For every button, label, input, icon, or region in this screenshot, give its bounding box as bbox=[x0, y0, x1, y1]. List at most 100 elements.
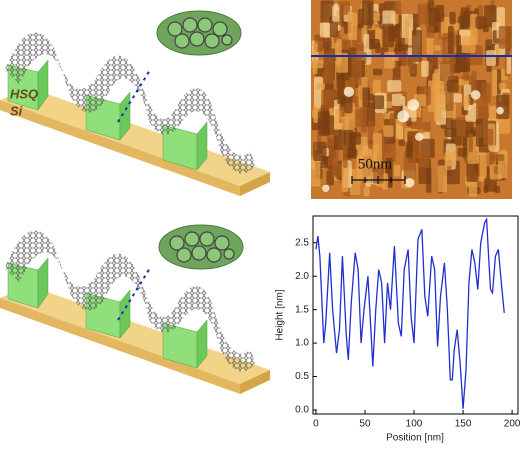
afm-texture bbox=[490, 154, 505, 162]
afm-image bbox=[311, 0, 512, 199]
si-label: Si bbox=[10, 103, 23, 118]
afm-texture bbox=[347, 11, 354, 37]
afm-texture bbox=[331, 163, 344, 178]
afm-texture bbox=[362, 87, 371, 108]
inset-bottom bbox=[158, 224, 244, 270]
afm-texture bbox=[319, 22, 331, 38]
afm-texture bbox=[496, 106, 504, 115]
afm-texture bbox=[382, 10, 396, 26]
afm-texture bbox=[322, 184, 330, 193]
afm-texture bbox=[342, 39, 351, 49]
afm-texture bbox=[358, 8, 364, 29]
afm-texture bbox=[397, 110, 410, 123]
data-line bbox=[315, 217, 505, 409]
afm-texture bbox=[486, 50, 496, 66]
afm-texture bbox=[492, 69, 498, 96]
afm-texture bbox=[434, 44, 441, 52]
afm-texture bbox=[441, 17, 450, 37]
x-tick-label: 100 bbox=[406, 419, 423, 430]
afm-texture bbox=[391, 93, 403, 107]
afm-texture bbox=[498, 82, 507, 90]
afm-texture bbox=[450, 93, 462, 103]
afm-texture bbox=[479, 152, 487, 179]
afm-texture bbox=[455, 34, 461, 66]
afm-texture bbox=[338, 1, 351, 15]
inset-top bbox=[156, 10, 242, 56]
afm-texture bbox=[313, 141, 327, 162]
afm-texture bbox=[398, 139, 406, 146]
afm-texture bbox=[360, 106, 368, 133]
x-tick-label: 150 bbox=[455, 419, 472, 430]
y-tick-label: 2.0 bbox=[295, 271, 309, 282]
scale-bar-label: 50nm bbox=[358, 156, 393, 172]
afm-texture bbox=[402, 56, 416, 66]
afm-texture bbox=[404, 177, 415, 188]
afm-texture bbox=[444, 128, 458, 138]
afm-texture bbox=[312, 42, 318, 75]
afm-texture bbox=[483, 185, 489, 194]
afm-texture bbox=[468, 180, 478, 197]
afm-texture bbox=[328, 115, 335, 136]
afm-texture bbox=[363, 33, 370, 53]
afm-texture bbox=[341, 160, 349, 193]
afm-texture bbox=[495, 47, 500, 55]
afm-texture bbox=[372, 132, 382, 165]
afm-texture bbox=[426, 26, 434, 39]
afm-texture bbox=[434, 4, 445, 23]
afm-texture bbox=[360, 149, 373, 181]
afm-texture bbox=[372, 80, 381, 96]
afm-texture bbox=[344, 129, 354, 149]
afm-texture bbox=[415, 132, 424, 141]
afm-texture bbox=[313, 106, 319, 124]
afm-texture bbox=[345, 148, 358, 159]
afm-texture bbox=[497, 68, 502, 95]
y-tick-label: 2.5 bbox=[295, 237, 309, 248]
afm-texture bbox=[372, 95, 385, 110]
afm-texture bbox=[367, 2, 373, 29]
afm-texture bbox=[498, 26, 512, 49]
scale-bar bbox=[351, 176, 406, 184]
y-tick-label: 1.5 bbox=[295, 304, 309, 315]
afm-texture bbox=[351, 56, 362, 86]
afm-texture bbox=[363, 187, 370, 197]
afm-texture bbox=[343, 86, 355, 98]
plot-frame bbox=[312, 215, 519, 415]
afm-texture bbox=[417, 3, 431, 25]
afm-texture bbox=[470, 90, 481, 100]
afm-texture bbox=[407, 98, 420, 111]
afm-texture bbox=[484, 5, 497, 28]
afm-texture bbox=[384, 51, 396, 69]
afm-texture bbox=[475, 16, 486, 29]
hsq-label: HSQ bbox=[10, 86, 38, 101]
x-tick-label: 50 bbox=[359, 419, 371, 430]
afm-texture bbox=[405, 141, 413, 158]
afm-texture bbox=[475, 118, 483, 147]
y-tick-label: 1.0 bbox=[295, 338, 309, 349]
afm-texture bbox=[483, 128, 494, 145]
afm-texture bbox=[375, 43, 381, 54]
y-tick-label: 0.0 bbox=[295, 405, 309, 416]
afm-texture bbox=[335, 108, 340, 130]
afm-texture bbox=[387, 80, 402, 92]
afm-texture bbox=[422, 121, 431, 131]
afm-texture bbox=[336, 52, 349, 73]
afm-texture bbox=[383, 125, 394, 137]
afm-texture bbox=[466, 159, 479, 182]
afm-texture bbox=[382, 23, 394, 48]
afm-texture bbox=[476, 93, 489, 125]
afm-texture bbox=[437, 165, 448, 193]
afm-texture bbox=[447, 79, 459, 93]
afm-texture bbox=[394, 42, 403, 53]
afm-texture bbox=[393, 164, 401, 177]
afm-texture bbox=[463, 95, 470, 107]
afm-texture bbox=[449, 11, 456, 25]
afm-texture bbox=[368, 120, 374, 149]
afm-texture bbox=[444, 151, 457, 167]
afm-texture bbox=[342, 144, 348, 168]
schematic-top bbox=[0, 31, 271, 197]
afm-texture bbox=[496, 94, 510, 120]
afm-texture bbox=[323, 52, 334, 85]
afm-texture bbox=[320, 0, 334, 23]
